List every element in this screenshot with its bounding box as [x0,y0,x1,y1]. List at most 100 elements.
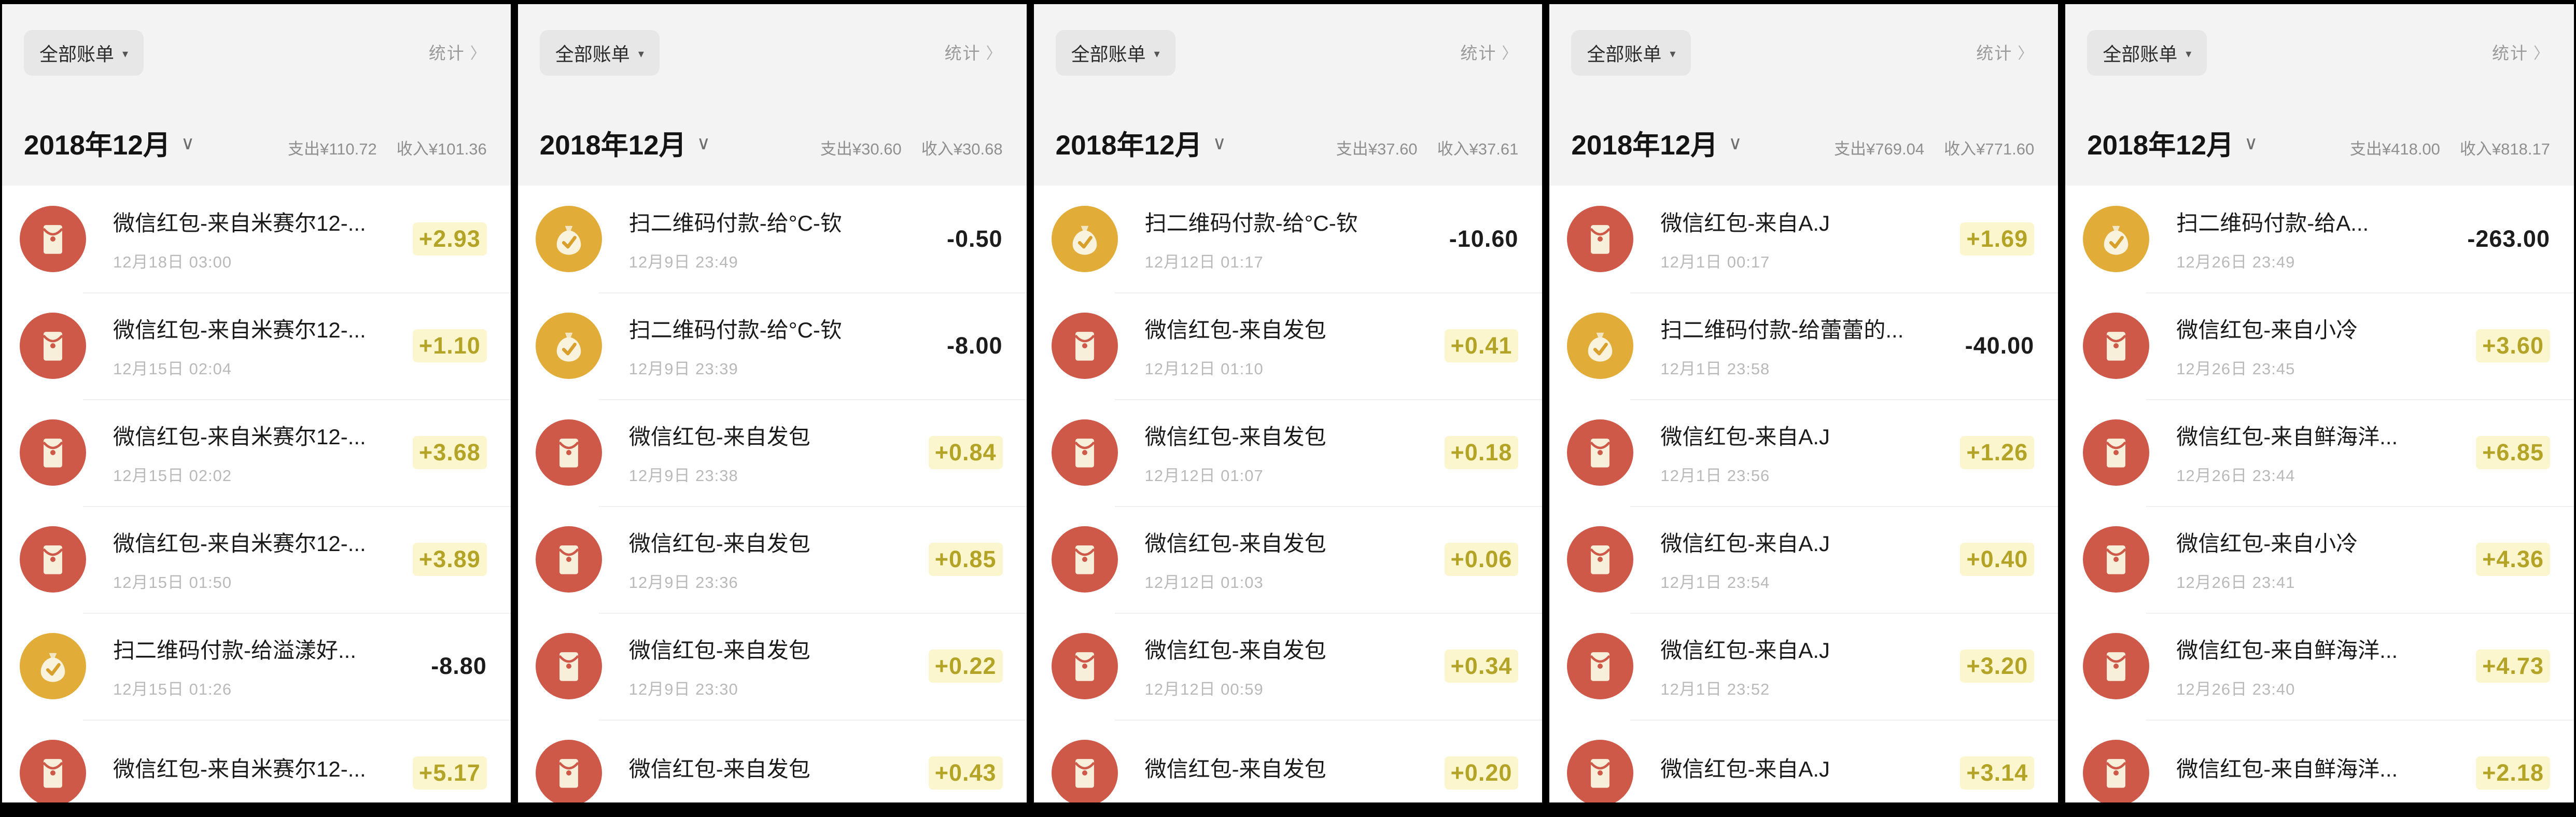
transaction-icon [1567,526,1634,593]
transaction-row[interactable]: 扫二维码付款-给°C-钦 12月9日 23:49 -0.50 [518,186,1027,292]
transaction-meta: 微信红包-来自A.J 12月1日 23:56 [1660,419,1951,486]
transaction-amount: +4.36 [2476,543,2550,576]
transaction-meta: 微信红包-来自A.J 12月1日 23:54 [1660,526,1951,593]
transaction-meta: 微信红包-来自米赛尔12-... 12月15日 01:50 [113,526,403,593]
all-bills-filter-button[interactable]: 全部账单 ▾ [1571,30,1691,76]
all-bills-filter-button[interactable]: 全部账单 ▾ [539,30,660,76]
transaction-amount: +4.73 [2476,650,2550,683]
transaction-icon [2083,419,2150,486]
transaction-amount: +0.20 [1444,756,1519,790]
transaction-row[interactable]: 微信红包-来自发包 12月9日 23:38 +0.84 [518,399,1027,506]
transaction-row[interactable]: 微信红包-来自A.J 12月1日 00:17 +1.69 [1549,186,2058,292]
month-selector[interactable]: 2018年12月 ∨ [1571,123,1742,163]
red-envelope-icon [1074,652,1095,681]
transaction-amount: +0.22 [928,650,1003,683]
transaction-row[interactable]: 扫二维码付款-给°C-钦 12月9日 23:39 -8.00 [518,292,1027,399]
transaction-row[interactable]: 微信红包-来自A.J +3.14 [1549,720,2058,802]
panel-header: 全部账单 ▾ 统计 〉 2018年12月 ∨ 支出¥110.72 收入¥101.… [2,4,511,186]
bill-panel: 全部账单 ▾ 统计 〉 2018年12月 ∨ 支出¥110.72 收入¥101.… [2,4,511,802]
transaction-row[interactable]: 微信红包-来自小冷 12月26日 23:45 +3.60 [2065,292,2574,399]
transaction-amount: +0.41 [1444,329,1519,362]
transaction-row[interactable]: 微信红包-来自米赛尔12-... +5.17 [2,720,511,802]
transaction-meta: 微信红包-来自鲜海洋... [2176,752,2467,795]
transaction-date: 12月12日 01:17 [1144,253,1264,271]
transaction-row[interactable]: 微信红包-来自发包 +0.20 [1034,720,1543,802]
transaction-row[interactable]: 微信红包-来自鲜海洋... 12月26日 23:44 +6.85 [2065,399,2574,506]
transaction-row[interactable]: 扫二维码付款-给°C-钦 12月12日 01:17 -10.60 [1034,186,1543,292]
red-envelope-icon [2106,652,2126,681]
transaction-icon [20,740,86,802]
red-envelope-icon [558,759,579,788]
transaction-date: 12月26日 23:41 [2176,573,2295,591]
chevron-right-icon: 〉 [1502,45,1519,62]
statistics-link[interactable]: 统计 〉 [1976,39,2034,64]
transaction-row[interactable]: 微信红包-来自A.J 12月1日 23:56 +1.26 [1549,399,2058,506]
transaction-list: 扫二维码付款-给A... 12月26日 23:49 -263.00 微信红包-来… [2065,186,2574,802]
red-envelope-icon [1590,652,1611,681]
transaction-icon [1051,419,1118,486]
month-selector[interactable]: 2018年12月 ∨ [24,123,194,163]
month-selector[interactable]: 2018年12月 ∨ [1056,123,1226,163]
transaction-row[interactable]: 微信红包-来自米赛尔12-... 12月15日 02:04 +1.10 [2,292,511,399]
statistics-link[interactable]: 统计 〉 [1460,39,1518,64]
all-bills-filter-button[interactable]: 全部账单 ▾ [24,30,144,76]
transaction-date: 12月9日 23:39 [628,360,738,378]
red-envelope-icon [43,545,63,574]
transaction-amount: +6.85 [2476,436,2550,469]
all-bills-filter-button[interactable]: 全部账单 ▾ [2087,30,2207,76]
transaction-row[interactable]: 微信红包-来自A.J 12月1日 23:52 +3.20 [1549,613,2058,720]
transaction-amount: +0.84 [928,436,1003,469]
transaction-icon [1051,740,1118,802]
transaction-title: 微信红包-来自米赛尔12-... [113,425,366,449]
header-top: 全部账单 ▾ 统计 〉 [24,30,487,76]
transaction-title: 微信红包-来自鲜海洋... [2176,638,2398,663]
transaction-date: 12月12日 00:59 [1144,680,1264,698]
red-envelope-icon [1590,439,1611,468]
transaction-title: 微信红包-来自小冷 [2176,531,2358,556]
transaction-date: 12月9日 23:38 [628,467,738,485]
transaction-meta: 扫二维码付款-给蕾蕾的... 12月1日 23:58 [1660,313,1955,379]
chevron-right-icon: 〉 [986,45,1003,62]
red-envelope-icon [43,332,63,361]
red-envelope-icon [43,759,63,788]
transaction-row[interactable]: 微信红包-来自小冷 12月26日 23:41 +4.36 [2065,506,2574,613]
transaction-row[interactable]: 微信红包-来自发包 12月12日 01:10 +0.41 [1034,292,1543,399]
transaction-row[interactable]: 微信红包-来自发包 12月9日 23:30 +0.22 [518,613,1027,720]
transaction-date: 12月15日 01:26 [113,680,232,698]
panel-header: 全部账单 ▾ 统计 〉 2018年12月 ∨ 支出¥418.00 收入¥818.… [2065,4,2574,186]
transaction-row[interactable]: 扫二维码付款-给溢漾好... 12月15日 01:26 -8.80 [2,613,511,720]
chevron-down-icon: ∨ [180,132,195,153]
transaction-icon [535,633,602,699]
transaction-row[interactable]: 扫二维码付款-给A... 12月26日 23:49 -263.00 [2065,186,2574,292]
transaction-date: 12月9日 23:49 [628,253,738,271]
transaction-row[interactable]: 微信红包-来自鲜海洋... 12月26日 23:40 +4.73 [2065,613,2574,720]
transaction-row[interactable]: 微信红包-来自米赛尔12-... 12月15日 02:02 +3.68 [2,399,511,506]
statistics-link[interactable]: 统计 〉 [429,39,487,64]
all-bills-filter-label: 全部账单 [1071,44,1146,65]
red-envelope-icon [2106,759,2126,788]
transaction-icon [20,206,86,272]
statistics-link[interactable]: 统计 〉 [945,39,1003,64]
transaction-row[interactable]: 微信红包-来自发包 12月12日 01:03 +0.06 [1034,506,1543,613]
transaction-row[interactable]: 微信红包-来自发包 12月9日 23:36 +0.85 [518,506,1027,613]
transaction-row[interactable]: 扫二维码付款-给蕾蕾的... 12月1日 23:58 -40.00 [1549,292,2058,399]
transaction-row[interactable]: 微信红包-来自发包 12月12日 01:07 +0.18 [1034,399,1543,506]
transaction-title: 微信红包-来自A.J [1660,638,1830,663]
all-bills-filter-button[interactable]: 全部账单 ▾ [1055,30,1175,76]
transaction-row[interactable]: 微信红包-来自发包 12月12日 00:59 +0.34 [1034,613,1543,720]
month-selector[interactable]: 2018年12月 ∨ [540,123,710,163]
chevron-right-icon: 〉 [2533,45,2550,62]
transaction-meta: 扫二维码付款-给°C-钦 12月9日 23:49 [629,206,937,272]
transaction-title: 微信红包-来自A.J [1660,531,1830,556]
transaction-row[interactable]: 微信红包-来自米赛尔12-... 12月18日 03:00 +2.93 [2,186,511,292]
transaction-row[interactable]: 微信红包-来自发包 +0.43 [518,720,1027,802]
transaction-row[interactable]: 微信红包-来自鲜海洋... +2.18 [2065,720,2574,802]
transaction-row[interactable]: 微信红包-来自A.J 12月1日 23:54 +0.40 [1549,506,2058,613]
transaction-meta: 微信红包-来自米赛尔12-... 12月15日 02:04 [113,313,403,379]
month-selector[interactable]: 2018年12月 ∨ [2087,123,2258,163]
chevron-down-icon: ∨ [1212,132,1226,153]
transaction-row[interactable]: 微信红包-来自米赛尔12-... 12月15日 01:50 +3.89 [2,506,511,613]
statistics-link[interactable]: 统计 〉 [2492,39,2550,64]
transaction-meta: 微信红包-来自发包 12月12日 01:10 [1145,313,1435,379]
red-envelope-icon [1074,545,1095,574]
